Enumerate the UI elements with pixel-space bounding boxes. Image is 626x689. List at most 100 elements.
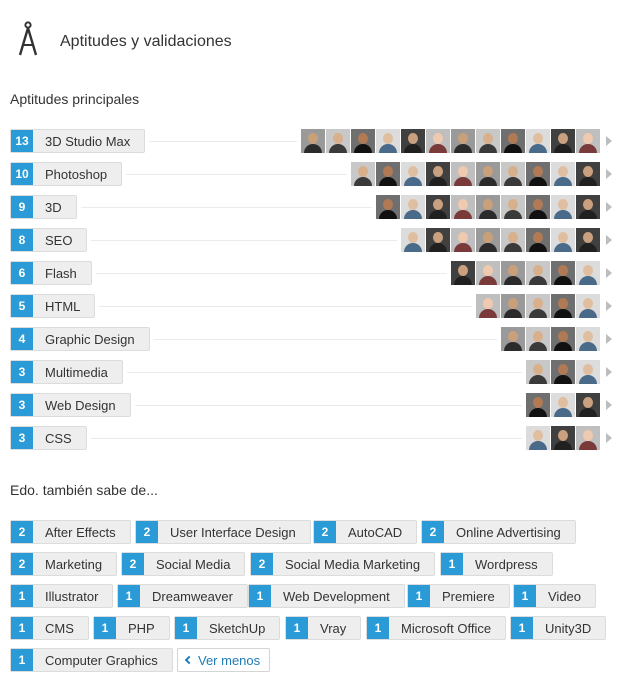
skill-tag[interactable]: 1 Vray xyxy=(285,616,362,640)
endorser-avatar[interactable] xyxy=(476,195,500,219)
endorser-avatar[interactable] xyxy=(576,228,600,252)
endorser-avatar[interactable] xyxy=(401,162,425,186)
endorser-avatar[interactable] xyxy=(526,261,550,285)
endorser-avatar[interactable] xyxy=(576,393,600,417)
endorser-avatar[interactable] xyxy=(451,162,475,186)
endorser-avatar[interactable] xyxy=(551,360,575,384)
endorser-avatar[interactable] xyxy=(501,195,525,219)
skill-tag[interactable]: 1 Video xyxy=(513,584,597,608)
endorser-avatar[interactable] xyxy=(426,228,450,252)
endorser-avatar[interactable] xyxy=(551,426,575,450)
endorser-avatar[interactable] xyxy=(501,327,525,351)
endorser-avatar[interactable] xyxy=(301,129,325,153)
expand-arrow-icon[interactable] xyxy=(606,367,612,377)
endorser-avatar[interactable] xyxy=(526,195,550,219)
skill-tag[interactable]: 2 Social Media Marketing xyxy=(250,552,436,576)
endorser-avatar[interactable] xyxy=(476,162,500,186)
endorser-avatar[interactable] xyxy=(501,162,525,186)
skill-tag[interactable]: 2 Online Advertising xyxy=(421,520,576,544)
skill-pill[interactable]: 3 CSS xyxy=(10,426,87,450)
skill-tag[interactable]: 1 CMS xyxy=(10,616,89,640)
endorser-avatar[interactable] xyxy=(551,261,575,285)
expand-arrow-icon[interactable] xyxy=(606,334,612,344)
skill-tag[interactable]: 1 Wordpress xyxy=(440,552,553,576)
endorser-avatar[interactable] xyxy=(551,294,575,318)
skill-pill[interactable]: 4 Graphic Design xyxy=(10,327,150,351)
skill-tag[interactable]: 1 Premiere xyxy=(407,584,510,608)
skill-pill[interactable]: 13 3D Studio Max xyxy=(10,129,146,153)
endorser-avatar[interactable] xyxy=(401,228,425,252)
endorser-avatar[interactable] xyxy=(576,360,600,384)
endorser-avatar[interactable] xyxy=(426,162,450,186)
endorser-avatar[interactable] xyxy=(551,327,575,351)
skill-tag[interactable]: 2 AutoCAD xyxy=(313,520,418,544)
endorser-avatar[interactable] xyxy=(576,261,600,285)
endorser-avatar[interactable] xyxy=(476,261,500,285)
endorser-avatar[interactable] xyxy=(576,327,600,351)
endorser-avatar[interactable] xyxy=(526,162,550,186)
endorser-avatar[interactable] xyxy=(376,129,400,153)
endorser-avatar[interactable] xyxy=(576,426,600,450)
endorser-avatar[interactable] xyxy=(326,129,350,153)
skill-tag[interactable]: 1 Dreamweaver xyxy=(117,584,248,608)
skill-tag[interactable]: 1 Computer Graphics xyxy=(10,648,173,672)
skill-tag[interactable]: 1 Illustrator xyxy=(10,584,114,608)
expand-arrow-icon[interactable] xyxy=(606,433,612,443)
endorser-avatar[interactable] xyxy=(501,261,525,285)
endorser-avatar[interactable] xyxy=(526,129,550,153)
endorser-avatar[interactable] xyxy=(526,393,550,417)
skill-pill[interactable]: 8 SEO xyxy=(10,228,88,252)
endorser-avatar[interactable] xyxy=(526,327,550,351)
expand-arrow-icon[interactable] xyxy=(606,268,612,278)
endorser-avatar[interactable] xyxy=(401,195,425,219)
endorser-avatar[interactable] xyxy=(501,129,525,153)
expand-arrow-icon[interactable] xyxy=(606,136,612,146)
endorser-avatar[interactable] xyxy=(426,129,450,153)
skill-pill[interactable]: 3 Multimedia xyxy=(10,360,123,384)
endorser-avatar[interactable] xyxy=(376,162,400,186)
skill-tag[interactable]: 1 Microsoft Office xyxy=(366,616,507,640)
expand-arrow-icon[interactable] xyxy=(606,301,612,311)
expand-arrow-icon[interactable] xyxy=(606,235,612,245)
endorser-avatar[interactable] xyxy=(551,162,575,186)
skill-tag[interactable]: 1 SketchUp xyxy=(174,616,281,640)
skill-tag[interactable]: 2 User Interface Design xyxy=(135,520,311,544)
endorser-avatar[interactable] xyxy=(451,261,475,285)
skill-pill[interactable]: 3 Web Design xyxy=(10,393,131,417)
endorser-avatar[interactable] xyxy=(501,228,525,252)
endorser-avatar[interactable] xyxy=(451,129,475,153)
endorser-avatar[interactable] xyxy=(476,294,500,318)
endorser-avatar[interactable] xyxy=(526,360,550,384)
endorser-avatar[interactable] xyxy=(401,129,425,153)
skill-pill[interactable]: 6 Flash xyxy=(10,261,92,285)
expand-arrow-icon[interactable] xyxy=(606,169,612,179)
endorser-avatar[interactable] xyxy=(576,162,600,186)
endorser-avatar[interactable] xyxy=(426,195,450,219)
skill-tag[interactable]: 1 Unity3D xyxy=(510,616,607,640)
skill-pill[interactable]: 9 3D xyxy=(10,195,77,219)
endorser-avatar[interactable] xyxy=(551,195,575,219)
endorser-avatar[interactable] xyxy=(451,195,475,219)
skill-tag[interactable]: 2 Marketing xyxy=(10,552,118,576)
endorser-avatar[interactable] xyxy=(476,228,500,252)
endorser-avatar[interactable] xyxy=(576,294,600,318)
skill-tag[interactable]: 2 Social Media xyxy=(121,552,246,576)
skill-tag[interactable]: 1 Web Development xyxy=(248,584,405,608)
endorser-avatar[interactable] xyxy=(551,129,575,153)
endorser-avatar[interactable] xyxy=(576,195,600,219)
endorser-avatar[interactable] xyxy=(526,294,550,318)
endorser-avatar[interactable] xyxy=(526,426,550,450)
expand-arrow-icon[interactable] xyxy=(606,400,612,410)
expand-arrow-icon[interactable] xyxy=(606,202,612,212)
endorser-avatar[interactable] xyxy=(376,195,400,219)
skill-tag[interactable]: 1 PHP xyxy=(93,616,170,640)
skill-pill[interactable]: 5 HTML xyxy=(10,294,96,318)
endorser-avatar[interactable] xyxy=(351,129,375,153)
skill-pill[interactable]: 10 Photoshop xyxy=(10,162,123,186)
endorser-avatar[interactable] xyxy=(476,129,500,153)
skill-tag[interactable]: 2 After Effects xyxy=(10,520,131,544)
endorser-avatar[interactable] xyxy=(501,294,525,318)
endorser-avatar[interactable] xyxy=(576,129,600,153)
see-less-button[interactable]: Ver menos xyxy=(177,648,271,672)
endorser-avatar[interactable] xyxy=(451,228,475,252)
